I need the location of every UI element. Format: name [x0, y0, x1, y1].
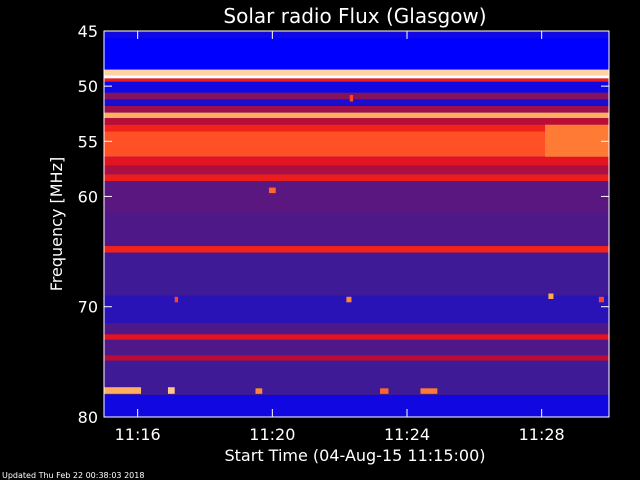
y-tick-label-3: 60: [78, 187, 98, 206]
band-0: [104, 31, 609, 38]
y-tick-label-0: 45: [78, 22, 98, 41]
burst-4: [420, 388, 438, 394]
band-10: [104, 118, 609, 125]
y-tick-label-2: 55: [78, 132, 98, 151]
band-25: [104, 360, 609, 395]
band-19: [104, 252, 609, 296]
band-26: [104, 394, 609, 417]
band-13: [104, 156, 609, 166]
x-tick-label-3: 11:28: [519, 425, 565, 444]
band-15: [104, 174, 609, 181]
band-4: [104, 78, 609, 82]
radio-bursts: [104, 94, 609, 394]
axis-ticks: 45 50 55 60 70 80 11:16 11:20 11:24 11:28: [78, 22, 609, 444]
band-6: [104, 92, 609, 100]
band-12: [104, 131, 609, 157]
chart-title: Solar radio Flux (Glasgow): [223, 4, 486, 28]
y-tick-label-1: 50: [78, 77, 98, 96]
frequency-bands: [104, 31, 609, 417]
burst-0: [104, 387, 142, 394]
band-1: [104, 37, 609, 70]
band-21: [104, 323, 609, 335]
band-20: [104, 295, 609, 324]
burst-3: [380, 388, 389, 394]
band-7: [104, 99, 609, 106]
y-axis-label: Frequency [MHz]: [47, 157, 66, 291]
band-3: [104, 75, 609, 79]
burst-9: [268, 187, 276, 194]
band-16: [104, 180, 609, 213]
band-17: [104, 212, 609, 247]
band-5: [104, 81, 609, 93]
band-24: [104, 355, 609, 361]
update-timestamp: Updated Thu Feb 22 00:38:03 2018: [2, 471, 144, 480]
burst-8: [174, 296, 179, 303]
band-18: [104, 246, 609, 253]
band-22: [104, 334, 609, 340]
burst-7: [598, 296, 604, 303]
burst-11: [545, 124, 609, 157]
band-23: [104, 339, 609, 356]
burst-6: [548, 293, 554, 299]
band-8: [104, 105, 609, 113]
burst-5: [346, 296, 352, 303]
y-tick-label-4: 70: [78, 298, 98, 317]
burst-1: [167, 387, 175, 394]
band-2: [104, 69, 609, 76]
burst-10: [349, 94, 354, 102]
band-14: [104, 165, 609, 175]
band-11: [104, 124, 609, 132]
x-axis-label: Start Time (04-Aug-15 11:15:00): [225, 446, 486, 465]
x-tick-label-2: 11:24: [384, 425, 430, 444]
x-tick-label-0: 11:16: [115, 425, 161, 444]
band-9: [104, 112, 609, 119]
burst-2: [255, 388, 263, 394]
x-tick-label-1: 11:20: [249, 425, 295, 444]
y-tick-label-5: 80: [78, 408, 98, 427]
plot-frame: [103, 30, 610, 418]
